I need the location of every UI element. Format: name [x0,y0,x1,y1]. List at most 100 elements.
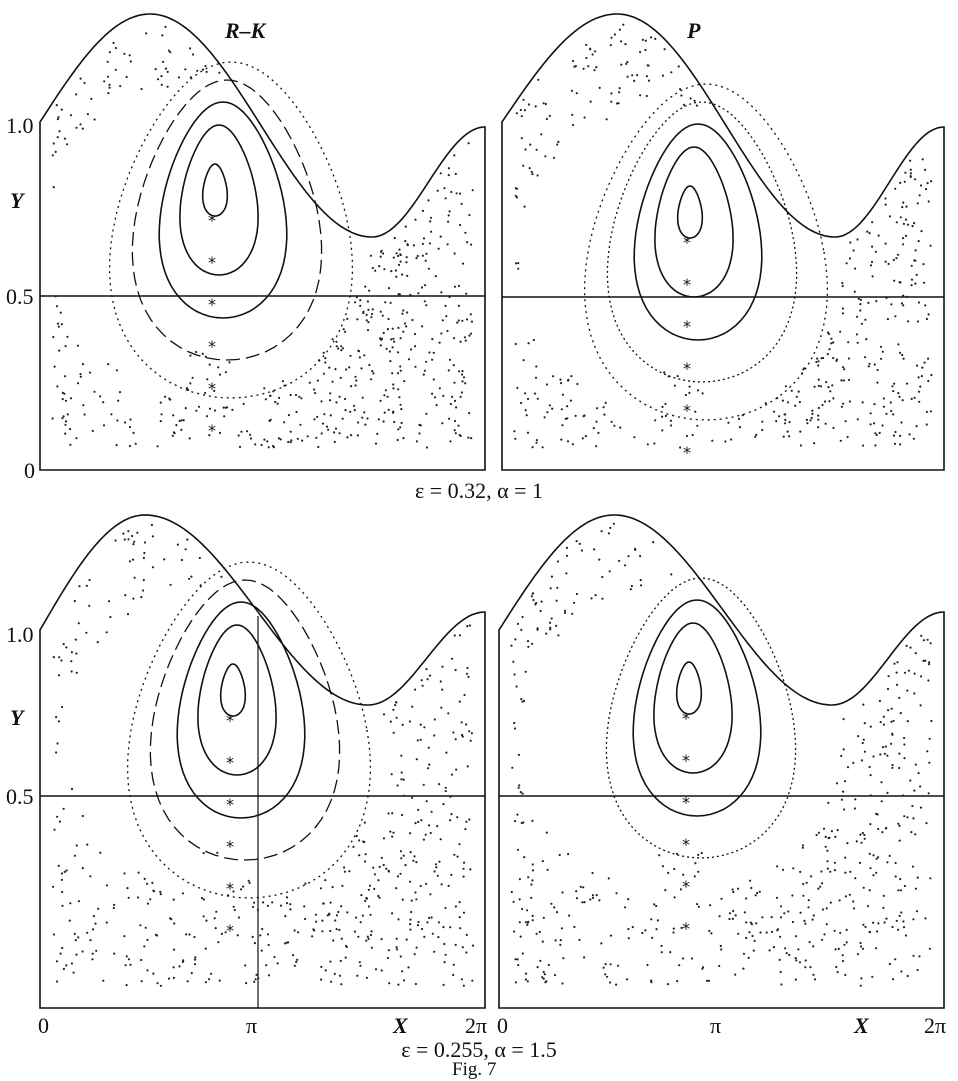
scatter-point [89,875,92,878]
scatter-point [186,538,189,541]
scatter-point [521,792,524,795]
scatter-point [556,560,560,563]
scatter-point [541,860,544,863]
scatter-point [924,659,927,662]
scatter-point [264,398,267,401]
invariant-curve [653,622,733,774]
scatter-point [387,287,391,290]
scatter-point [848,893,851,896]
scatter-point [423,726,426,729]
scatter-point [676,980,679,983]
scatter-point [82,404,85,407]
scatter-point [569,399,573,402]
scatter-point [397,326,400,329]
scatter-point [562,957,565,960]
y-tick-1-0-lower: 1.0 [6,622,34,647]
scatter-point [356,974,359,977]
scatter-point [583,116,586,119]
scatter-point [469,739,472,742]
scatter-point [595,445,598,448]
scatter-point [609,526,612,530]
scatter-point [587,65,590,68]
scatter-point [922,659,925,663]
scatter-point [820,870,823,873]
scatter-point [425,412,428,415]
scatter-point [343,397,347,401]
scatter-point [78,585,81,588]
scatter-point [515,196,519,199]
scatter-point [545,831,548,834]
scatter-point [893,279,896,282]
scatter-point [917,240,920,243]
scatter-point [840,798,844,801]
scatter-point [53,365,56,368]
scatter-point [402,854,405,857]
scatter-point [81,127,84,130]
scatter-point [561,424,564,427]
scatter-point [609,981,612,984]
scatter-point [102,401,105,404]
scatter-point [815,360,818,364]
scatter-point [423,284,427,287]
scatter-point [359,299,362,302]
scatter-point [441,665,444,668]
scatter-point [93,390,96,393]
scatter-point [315,436,318,439]
scatter-point [795,959,798,962]
scatter-point [903,743,906,746]
scatter-point [609,963,612,966]
scatter-point [431,338,434,341]
scatter-point [510,644,513,647]
scatter-point [578,542,581,546]
scatter-point [655,928,658,931]
scatter-point [575,890,578,893]
scatter-point [530,170,533,173]
scatter-point [872,874,875,877]
scatter-point [556,143,559,146]
scatter-point [242,402,245,405]
scatter-point [575,897,579,900]
invariant-curve [654,146,734,298]
scatter-point [193,958,197,961]
scatter-point [912,817,915,820]
scatter-point [422,373,425,376]
scatter-point [893,442,897,445]
scatter-point [607,532,611,535]
scatter-point [930,180,933,183]
scatter-point [361,914,364,917]
scatter-point [525,414,528,417]
scatter-point [88,578,91,582]
scatter-point [430,916,433,919]
scatter-point [834,835,837,839]
scatter-point [69,902,72,905]
scatter-point [383,268,386,271]
scatter-point [843,368,846,371]
scatter-point [391,912,394,915]
scatter-point [328,366,331,369]
scatter-point [419,884,422,888]
scatter-point [378,865,381,869]
scatter-point [890,707,893,710]
scatter-point [283,421,286,424]
scatter-point [882,405,886,408]
scatter-point [471,979,474,982]
scatter-point [926,750,929,753]
scatter-point [449,926,452,929]
scatter-point [658,854,661,857]
scatter-point [431,392,434,395]
scatter-point [899,889,903,892]
scatter-point [449,819,452,822]
scatter-point [146,969,149,972]
scatter-point [819,885,822,888]
scatter-point [86,843,89,846]
scatter-point [899,181,902,184]
scatter-point [193,935,196,939]
scatter-point [83,413,86,416]
scatter-point [202,915,205,918]
scatter-point [401,898,404,901]
scatter-point [441,319,444,322]
scatter-point [370,316,373,319]
invariant-curve [632,599,762,817]
scatter-point [784,418,787,421]
scatter-point [428,916,431,920]
